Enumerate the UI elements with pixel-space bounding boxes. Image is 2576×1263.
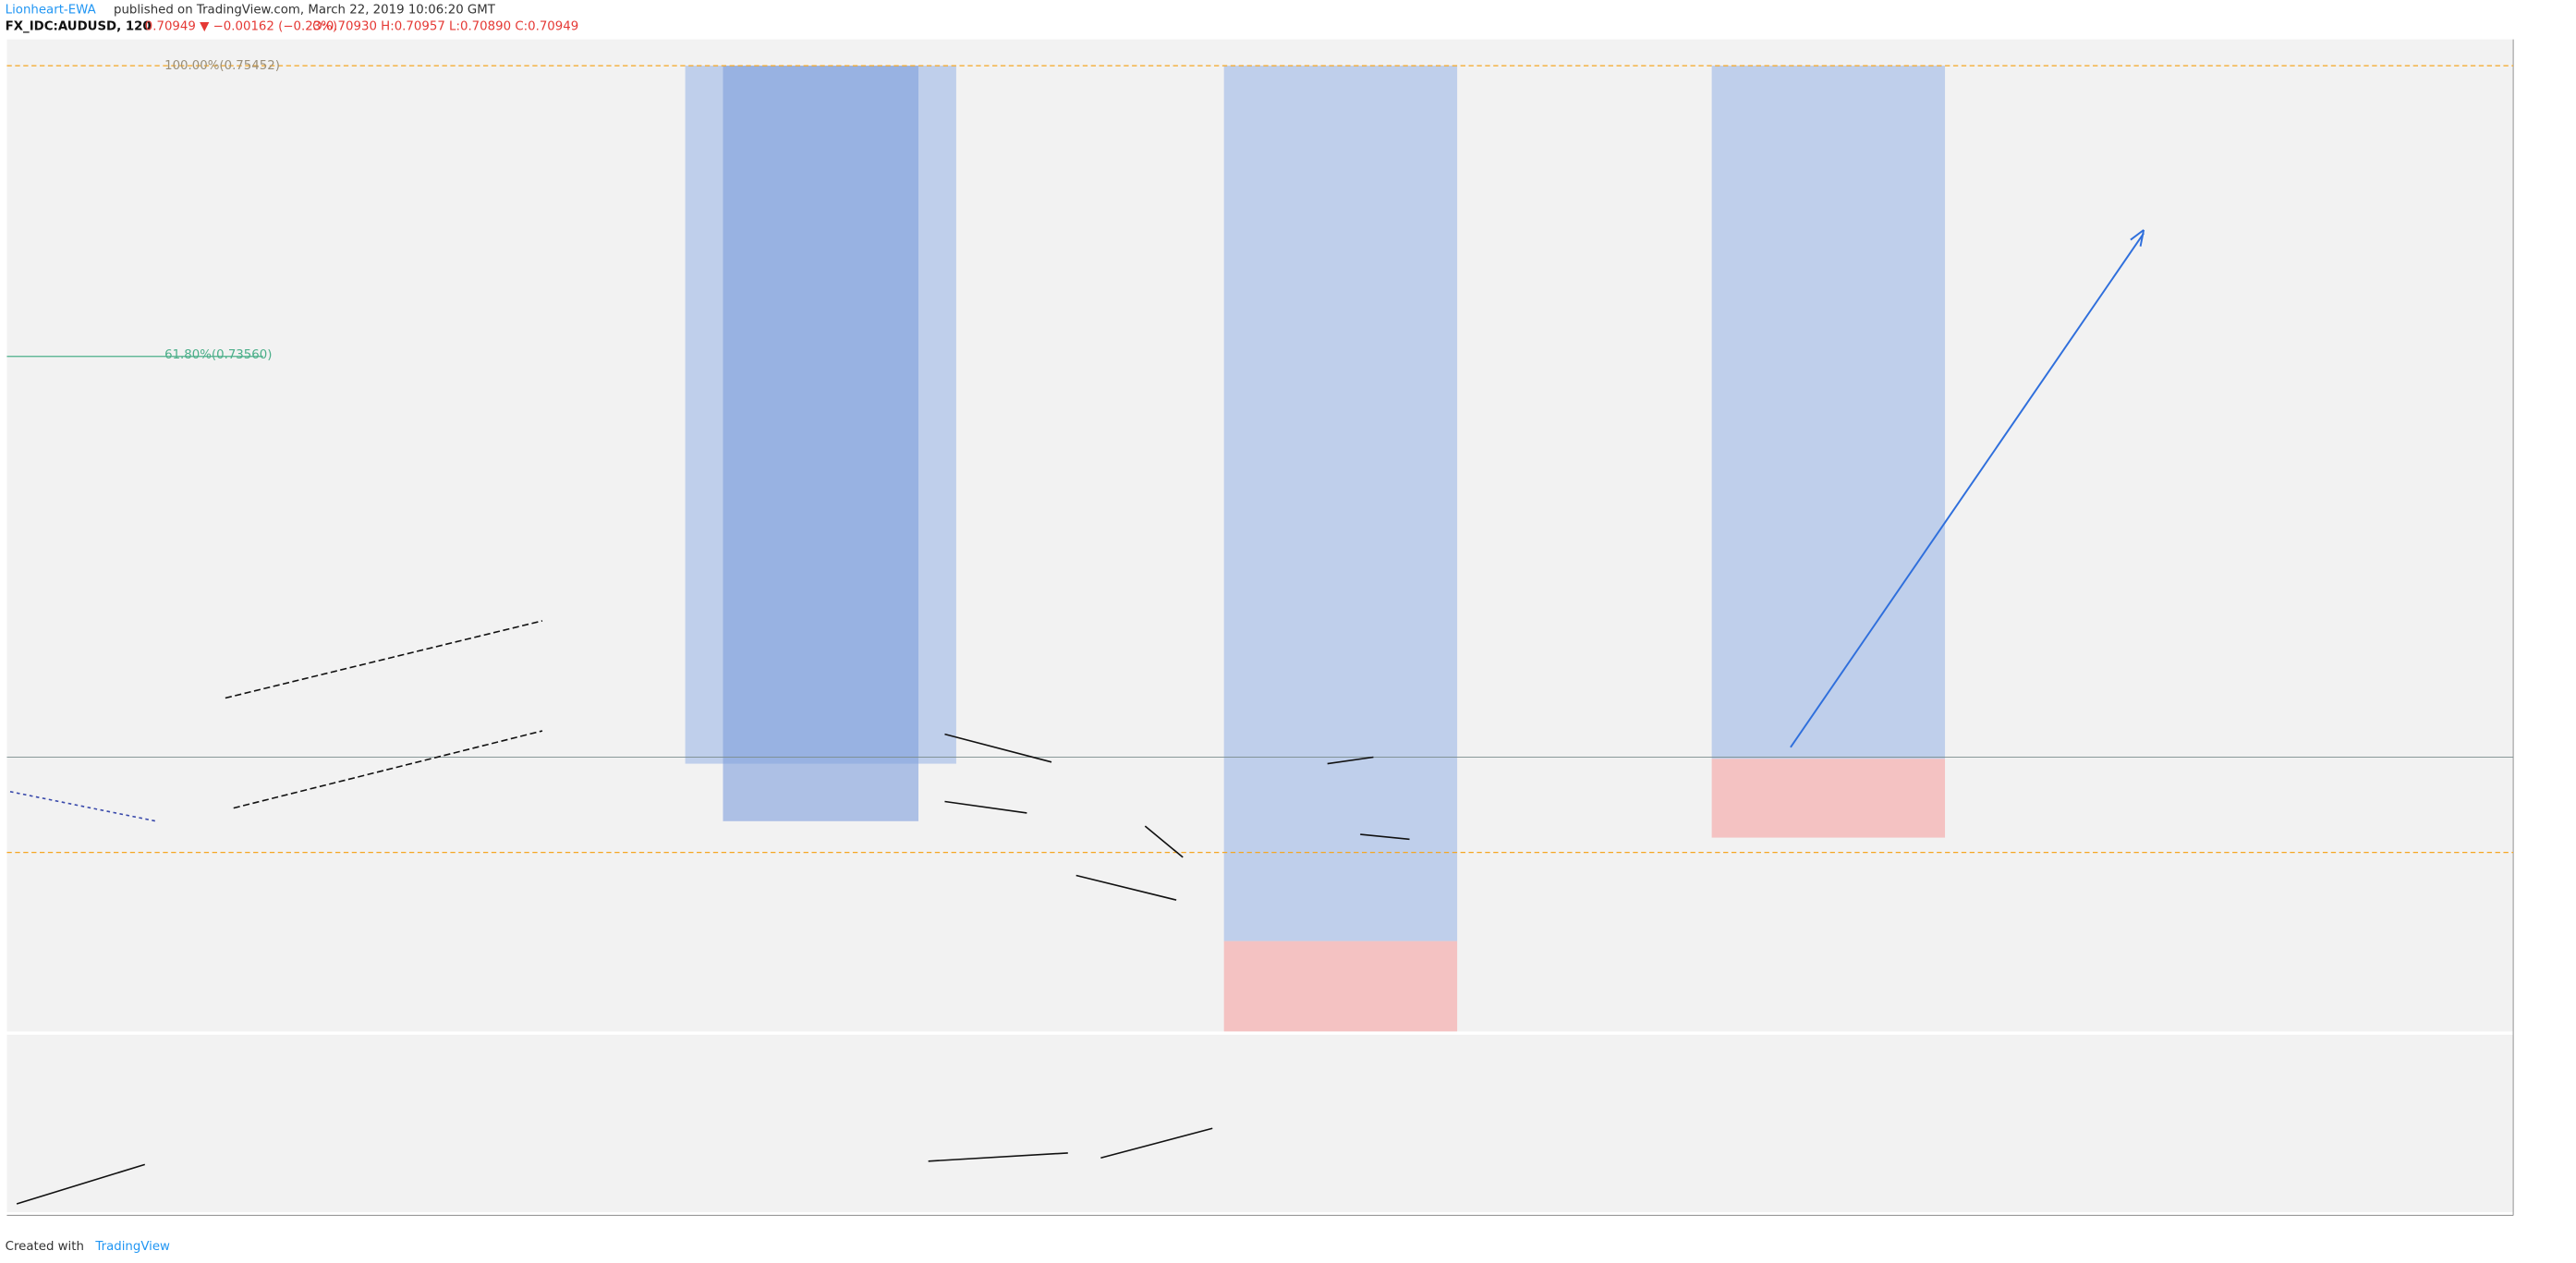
ohlc: O:0.70930 H:0.70957 L:0.70890 C:0.70949 (312, 19, 578, 33)
position-boxes (685, 66, 1946, 1032)
fib-label: 61.80%(0.73560) (164, 348, 272, 362)
published: published on TradingView.com, March 22, … (114, 4, 496, 18)
author: Lionheart-EWA (6, 4, 96, 18)
position-box (1223, 66, 1458, 941)
oscillator-pane (6, 1034, 2514, 1212)
stop-box (1711, 759, 1946, 838)
fib-label: 100.00%(0.75452) (164, 59, 280, 73)
footer-brand: TradingView (94, 1240, 170, 1254)
position-box (1711, 66, 1946, 759)
symbol: FX_IDC:AUDUSD, 120 (6, 19, 152, 33)
trendlines (9, 620, 1410, 1205)
change: 0.70949 ▼ −0.00162 (−0.23%) (145, 19, 337, 33)
forecast-arrow (1790, 229, 2145, 748)
position-box (723, 66, 919, 821)
footer-created: Created with (6, 1240, 84, 1254)
stop-box (1223, 941, 1458, 1032)
